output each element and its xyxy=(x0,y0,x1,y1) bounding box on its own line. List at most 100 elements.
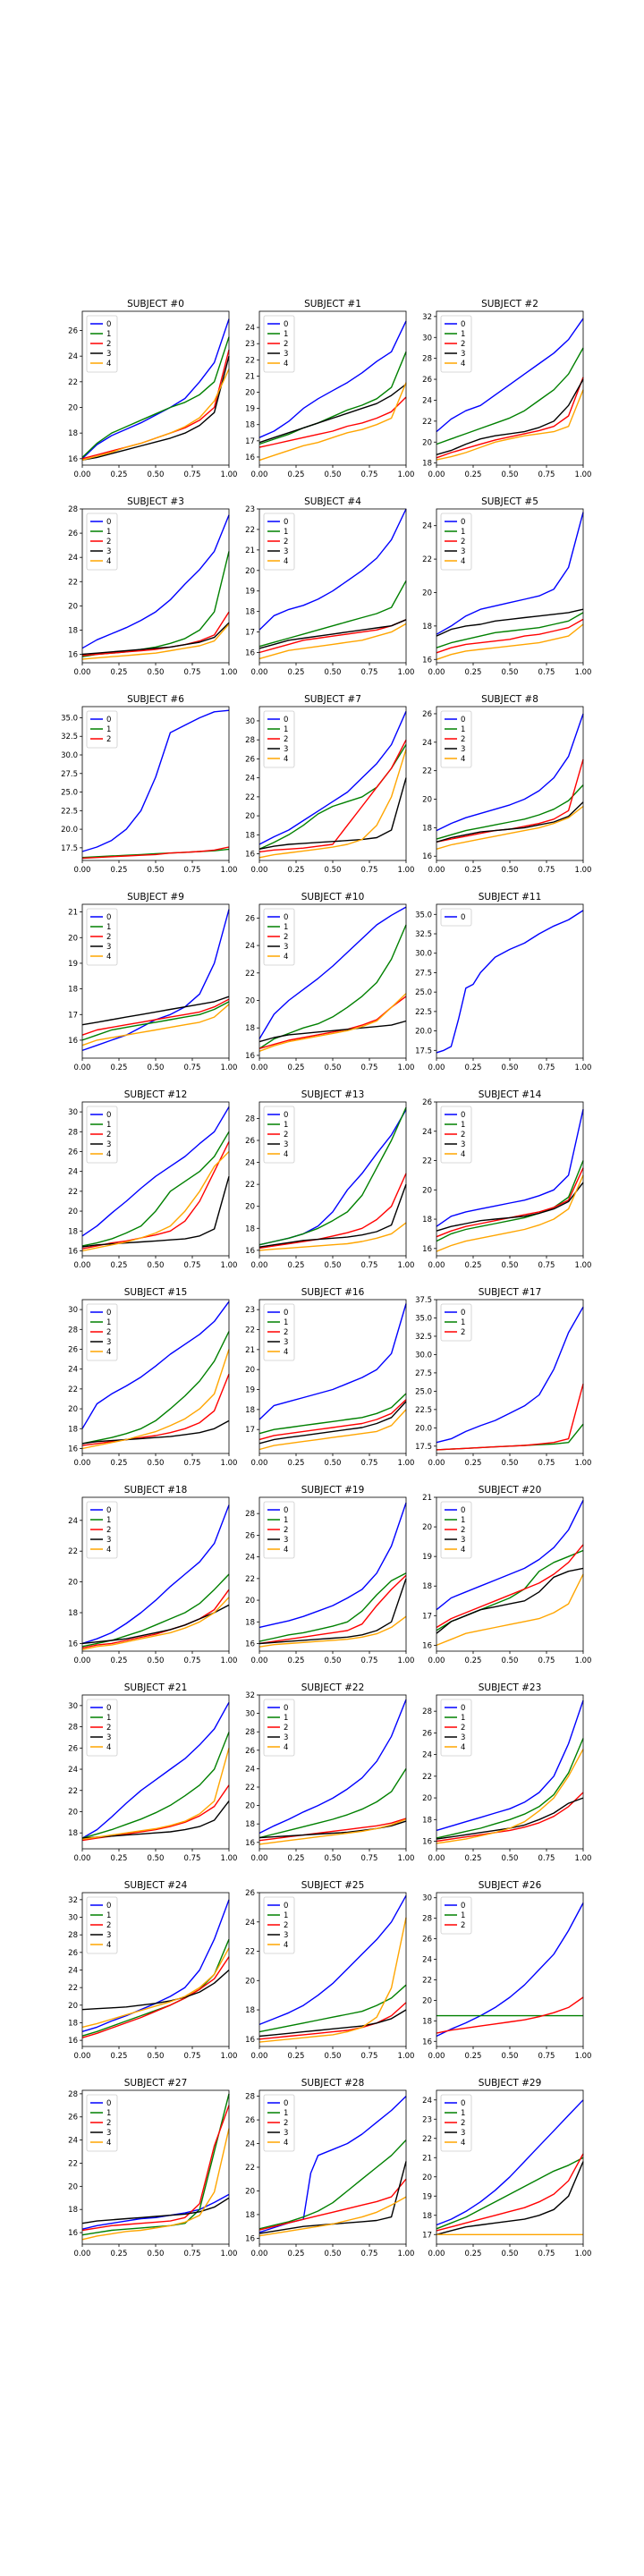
series-line-1 xyxy=(436,347,584,445)
x-tick-label: 0.75 xyxy=(184,866,201,875)
legend-label: 0 xyxy=(284,1111,288,1120)
y-tick-label: 23 xyxy=(245,1306,255,1315)
y-tick-label: 26 xyxy=(245,755,255,764)
legend-label: 3 xyxy=(106,943,111,952)
y-tick-label: 17 xyxy=(422,1612,432,1621)
legend-label: 4 xyxy=(461,1150,465,1159)
series-line-3 xyxy=(81,1176,230,1248)
series-line-1 xyxy=(258,580,407,648)
series-line-2 xyxy=(258,2002,407,2040)
series-line-2 xyxy=(258,1173,407,1250)
y-tick-label: 16 xyxy=(68,455,78,464)
x-tick-label: 0.00 xyxy=(428,470,445,479)
y-tick-label: 30.0 xyxy=(61,751,78,760)
x-tick-label: 0.25 xyxy=(288,1657,305,1665)
subplot: SUBJECT #190.00 0.25 0.50 0.75 1.00161820222… xyxy=(245,1485,414,1665)
legend-label: 3 xyxy=(106,1338,111,1347)
legend-label: 0 xyxy=(284,716,288,724)
series-line-2 xyxy=(436,1996,584,2034)
y-tick-label: 30.0 xyxy=(415,1351,432,1360)
x-tick-label: 1.00 xyxy=(398,866,415,875)
y-tick-label: 28 xyxy=(245,1510,255,1519)
x-tick-label: 1.00 xyxy=(221,1063,238,1072)
subplot: SUBJECT #140.00 0.25 0.50 0.75 1.00161820222… xyxy=(422,1089,591,1270)
x-tick-label: 0.50 xyxy=(148,1261,165,1270)
legend-label: 4 xyxy=(106,1348,111,1357)
x-tick-label: 0.75 xyxy=(184,470,201,479)
y-tick-label: 16 xyxy=(68,2229,78,2238)
subplot-title: SUBJECT #0 xyxy=(127,299,184,309)
y-tick-label: 20 xyxy=(422,1186,432,1195)
legend-label: 1 xyxy=(461,330,465,339)
y-tick-label: 24 xyxy=(245,1554,255,1563)
y-tick-label: 22 xyxy=(245,2164,255,2173)
y-tick-label: 16 xyxy=(68,1445,78,1453)
series-line-2 xyxy=(436,1544,584,1629)
legend-label: 4 xyxy=(106,953,111,962)
legend-label: 0 xyxy=(284,1506,288,1515)
y-tick-label: 23 xyxy=(422,2115,432,2124)
y-tick-label: 24 xyxy=(422,396,432,405)
x-tick-label: 0.25 xyxy=(111,2052,128,2061)
series-line-3 xyxy=(258,383,407,444)
series-line-0 xyxy=(436,1499,584,1611)
subplot-title: SUBJECT #26 xyxy=(479,1880,542,1891)
x-tick-label: 0.25 xyxy=(288,2250,305,2258)
y-tick-label: 24 xyxy=(422,2097,432,2106)
subplot: SUBJECT #70.00 0.25 0.50 0.75 1.001618202224… xyxy=(245,694,414,875)
y-tick-label: 26 xyxy=(422,1729,432,1738)
subplot-title: SUBJECT #1 xyxy=(304,299,361,309)
y-tick-label: 18 xyxy=(245,1406,255,1415)
y-tick-label: 17.5 xyxy=(61,844,78,853)
subplot-title: SUBJECT #28 xyxy=(301,2078,365,2089)
y-tick-label: 20.0 xyxy=(415,1028,432,1037)
series-line-4 xyxy=(81,623,230,660)
x-tick-label: 0.00 xyxy=(251,1854,268,1863)
subplot: SUBJECT #90.00 0.25 0.50 0.75 1.001617181920… xyxy=(68,892,237,1072)
x-tick-label: 0.25 xyxy=(111,2250,128,2258)
x-tick-label: 0.25 xyxy=(288,2052,305,2061)
y-tick-label: 18 xyxy=(422,2017,432,2026)
series-line-1 xyxy=(81,1331,230,1445)
x-tick-label: 0.25 xyxy=(465,470,482,479)
y-tick-label: 20 xyxy=(245,1597,255,1606)
legend-label: 0 xyxy=(284,1309,288,1318)
subplot: SUBJECT #60.00 0.25 0.50 0.75 1.0017.520.022… xyxy=(61,694,237,875)
series-line-3 xyxy=(81,1969,230,2011)
y-tick-label: 26 xyxy=(245,2116,255,2125)
series-line-3 xyxy=(436,608,584,637)
x-tick-label: 0.00 xyxy=(74,1854,91,1863)
y-tick-label: 24 xyxy=(422,1751,432,1760)
series-line-0 xyxy=(436,1306,584,1444)
subplot-title: SUBJECT #17 xyxy=(479,1287,542,1298)
legend-label: 4 xyxy=(284,1150,288,1159)
series-line-3 xyxy=(81,1604,230,1645)
legend-label: 1 xyxy=(284,1911,288,1920)
y-tick-label: 32.5 xyxy=(415,1333,432,1342)
legend-label: 1 xyxy=(284,1516,288,1525)
x-tick-label: 0.50 xyxy=(502,2052,519,2061)
x-tick-label: 0.25 xyxy=(288,1854,305,1863)
y-tick-label: 18 xyxy=(68,1829,78,1838)
series-line-1 xyxy=(258,1984,407,2033)
y-tick-label: 20 xyxy=(422,1523,432,1532)
x-tick-label: 0.00 xyxy=(74,1459,91,1468)
y-tick-label: 26 xyxy=(68,1345,78,1354)
y-tick-label: 18 xyxy=(68,429,78,438)
legend-label: 3 xyxy=(284,1338,288,1347)
x-tick-label: 0.25 xyxy=(111,1063,128,1072)
y-tick-label: 18 xyxy=(245,1618,255,1627)
x-tick-label: 1.00 xyxy=(575,2250,592,2258)
y-tick-label: 21 xyxy=(68,909,78,918)
x-tick-label: 0.50 xyxy=(325,2052,342,2061)
x-tick-label: 0.00 xyxy=(251,1459,268,1468)
x-tick-label: 0.50 xyxy=(502,1459,519,1468)
legend-label: 2 xyxy=(106,1131,111,1140)
legend-label: 2 xyxy=(461,1526,465,1535)
subplot: SUBJECT #260.00 0.25 0.50 0.75 1.00161820222… xyxy=(422,1880,591,2061)
y-tick-label: 16 xyxy=(422,656,432,665)
legend-label: 0 xyxy=(461,1704,465,1713)
x-tick-label: 0.75 xyxy=(184,1063,201,1072)
legend-label: 1 xyxy=(106,1714,111,1723)
